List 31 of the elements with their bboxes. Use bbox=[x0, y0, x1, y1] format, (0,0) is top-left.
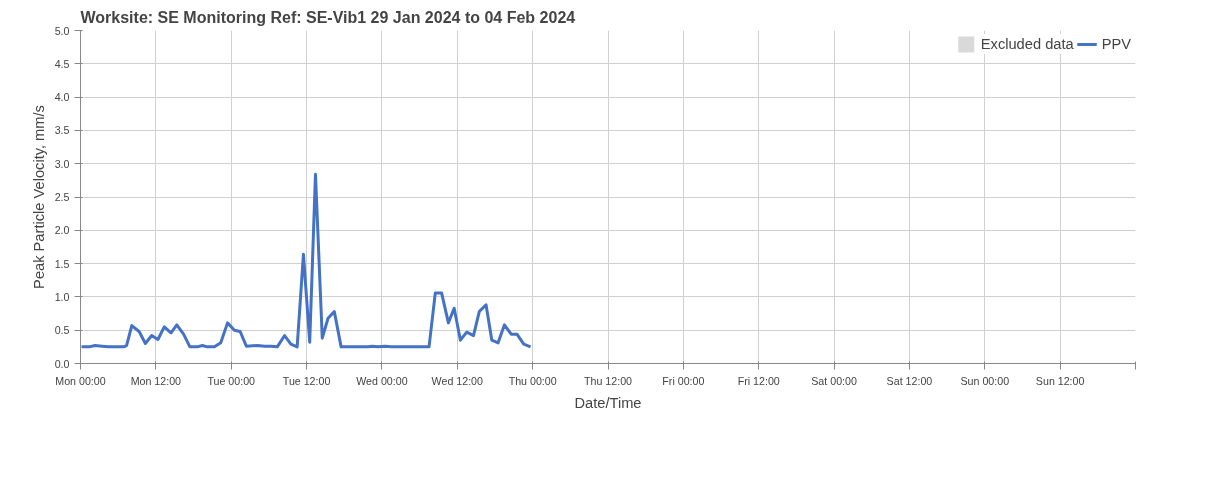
y-axis-title: Peak Particle Velocity, mm/s bbox=[30, 105, 47, 289]
x-tick-label: Sat 12:00 bbox=[886, 374, 933, 387]
y-tick-label: 4.0 bbox=[54, 91, 70, 104]
y-tick-label: 2.0 bbox=[54, 224, 70, 237]
y-tick-label: 4.5 bbox=[54, 57, 70, 70]
x-tick-label: Mon 00:00 bbox=[55, 374, 106, 387]
x-tick-label: Sat 00:00 bbox=[811, 374, 857, 387]
x-tick-label: Fri 00:00 bbox=[662, 374, 705, 387]
y-tick-label: 0.5 bbox=[54, 324, 70, 337]
x-tick-label: Thu 00:00 bbox=[508, 374, 557, 387]
line-series bbox=[80, 172, 533, 349]
y-tick-label: 3.5 bbox=[54, 124, 70, 137]
y-tick-label: 3.0 bbox=[54, 157, 70, 170]
y-tick-label: 2.5 bbox=[54, 191, 70, 203]
y-tick-label: 1.5 bbox=[54, 257, 70, 270]
x-tick-label: Mon 12:00 bbox=[130, 374, 182, 387]
x-tick-label: Fri 12:00 bbox=[737, 374, 780, 387]
x-axis-title: Date/Time bbox=[574, 394, 642, 411]
x-tick-label: Wed 00:00 bbox=[356, 374, 408, 387]
y-tick-label: 1.0 bbox=[54, 290, 70, 303]
legend-label: Excluded data bbox=[980, 36, 1074, 52]
x-tick-label: Sun 00:00 bbox=[960, 374, 1010, 387]
y-tick-label: 0.0 bbox=[54, 357, 70, 370]
x-tick-label: Sun 12:00 bbox=[1035, 374, 1085, 387]
x-tick-label: Tue 00:00 bbox=[207, 374, 256, 387]
chart-title: Worksite: SE Monitoring Ref: SE-Vib1 29 Jan 2024 to 04 Feb 2024 bbox=[80, 8, 576, 26]
y-tick-label: 5.0 bbox=[54, 24, 70, 37]
legend-label: PPV bbox=[1101, 36, 1131, 52]
x-tick-label: Tue 12:00 bbox=[282, 374, 331, 387]
x-tick-label: Wed 12:00 bbox=[431, 374, 484, 387]
x-tick-label: Thu 12:00 bbox=[584, 374, 633, 387]
